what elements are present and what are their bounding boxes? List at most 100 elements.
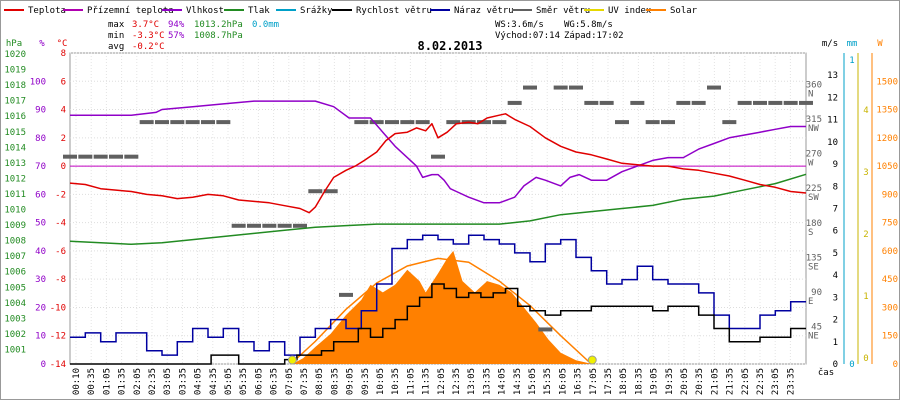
dir-degree-tick: 225 (806, 184, 822, 194)
w-tick: 150 (882, 332, 898, 342)
x-tick-label: 07:35 (300, 368, 310, 395)
wind-direction-marker (323, 189, 338, 194)
hpa-tick: 1014 (4, 143, 26, 153)
ms-tick: 2 (833, 316, 838, 326)
dir-name-tick: W (808, 159, 814, 169)
temp-tick: -14 (50, 360, 66, 370)
dir-degree-tick: 135 (806, 253, 822, 263)
dir-degree-tick: 270 (806, 150, 822, 160)
legend-label: Rychlost větru (356, 6, 432, 16)
wind-direction-marker (446, 120, 461, 125)
x-tick-label: 20:05 (680, 368, 690, 395)
hpa-tick: 1005 (4, 283, 26, 293)
wind-direction-marker (339, 292, 353, 297)
x-tick-label: 01:05 (102, 368, 112, 395)
wind-direction-marker (385, 120, 399, 125)
wind-direction-marker (737, 100, 752, 105)
wind-direction-marker (277, 223, 292, 228)
legend-label: Náraz větru (454, 6, 514, 16)
stat-max-label: max (108, 20, 125, 30)
sunset-marker (587, 355, 597, 365)
ms-tick: 4 (833, 271, 838, 281)
temp-tick: -10 (50, 303, 66, 313)
x-tick-label: 14:05 (498, 368, 508, 395)
uv-tick: 0 (863, 354, 868, 364)
hpa-tick: 1015 (4, 128, 26, 138)
wind-direction-marker (216, 120, 231, 125)
pressure-line (69, 173, 807, 246)
w-axis-label: W (877, 39, 883, 49)
wind-direction-marker (201, 120, 215, 125)
x-tick-label: 11:05 (406, 368, 416, 395)
wind-direction-marker (431, 154, 445, 159)
x-tick-label: 22:35 (756, 368, 766, 395)
temp-tick: -8 (55, 275, 66, 285)
temp-tick: 0 (61, 162, 66, 172)
mm-tick: 1 (849, 56, 854, 66)
pct-tick: 60 (35, 190, 46, 200)
x-tick-label: 02:35 (148, 368, 158, 395)
temp-tick: 6 (61, 77, 66, 87)
x-tick-label: 21:05 (710, 368, 720, 395)
legend-label: Přízemní teplota (87, 6, 174, 16)
x-tick-label: 15:05 (528, 368, 538, 395)
wind-direction-marker (354, 120, 369, 125)
humidity-line (70, 100, 806, 204)
wind-direction-marker (676, 100, 691, 105)
temp-tick: -4 (55, 219, 66, 229)
pct-tick: 70 (35, 162, 46, 172)
x-tick-label: 09:05 (346, 368, 356, 395)
dir-degree-tick: 45 (811, 322, 822, 332)
x-tick-label: 03:35 (178, 368, 188, 395)
x-tick-label: 11:35 (422, 368, 432, 395)
pct-tick: 50 (35, 219, 46, 229)
ms-axis-label: m/s (822, 39, 838, 49)
x-tick-label: 05:05 (224, 368, 234, 395)
dir-name-tick: E (808, 297, 813, 307)
hpa-tick: 1003 (4, 314, 26, 324)
wind-direction-marker (231, 223, 246, 228)
pct-tick: 100 (30, 77, 46, 87)
uv-tick: 2 (863, 230, 868, 240)
pct-tick: 10 (35, 332, 46, 342)
temp-tick: -12 (50, 332, 66, 342)
dir-name-tick: N (808, 90, 813, 100)
temp-tick: 4 (61, 106, 66, 116)
x-tick-label: 04:35 (209, 368, 219, 395)
stat-avg-temp: -0.2°C (132, 42, 165, 52)
stat-min-label: min (108, 31, 124, 41)
wind-direction-marker (630, 100, 645, 105)
stat-min-press: 1008.7hPa (194, 31, 243, 41)
temp-tick: 8 (61, 49, 66, 59)
temp-axis-label: °C (57, 39, 68, 49)
ms-tick: 13 (827, 71, 838, 81)
legend-label: Solar (670, 6, 698, 16)
wind-direction-marker (661, 120, 675, 125)
wind-direction-marker (93, 154, 108, 159)
wind-direction-marker (615, 120, 629, 125)
w-tick: 1350 (876, 106, 898, 116)
x-tick-label: 17:35 (604, 368, 614, 395)
wind-wg: WG:5.8m/s (564, 20, 613, 30)
pct-tick: 20 (35, 303, 46, 313)
legend-label: Vlhkost (186, 6, 224, 16)
x-tick-label: 00:10 (72, 368, 82, 395)
uv-tick: 4 (863, 106, 868, 116)
x-tick-label: 02:05 (133, 368, 143, 395)
hpa-tick: 1004 (4, 299, 26, 309)
wind-direction-marker (262, 223, 277, 228)
ms-tick: 10 (827, 138, 838, 148)
x-tick-label: 23:05 (771, 368, 781, 395)
mm-tick: 0 (849, 360, 854, 370)
x-tick-label: 09:35 (361, 368, 371, 395)
hpa-tick: 1008 (4, 237, 26, 247)
x-tick-label: 16:35 (574, 368, 584, 395)
wind-ws: WS:3.6m/s (495, 20, 544, 30)
solar-area (292, 250, 593, 364)
ms-tick: 0 (833, 360, 838, 370)
ms-tick: 11 (827, 116, 838, 126)
x-tick-label: 14:35 (513, 368, 523, 395)
hpa-tick: 1017 (4, 97, 26, 107)
